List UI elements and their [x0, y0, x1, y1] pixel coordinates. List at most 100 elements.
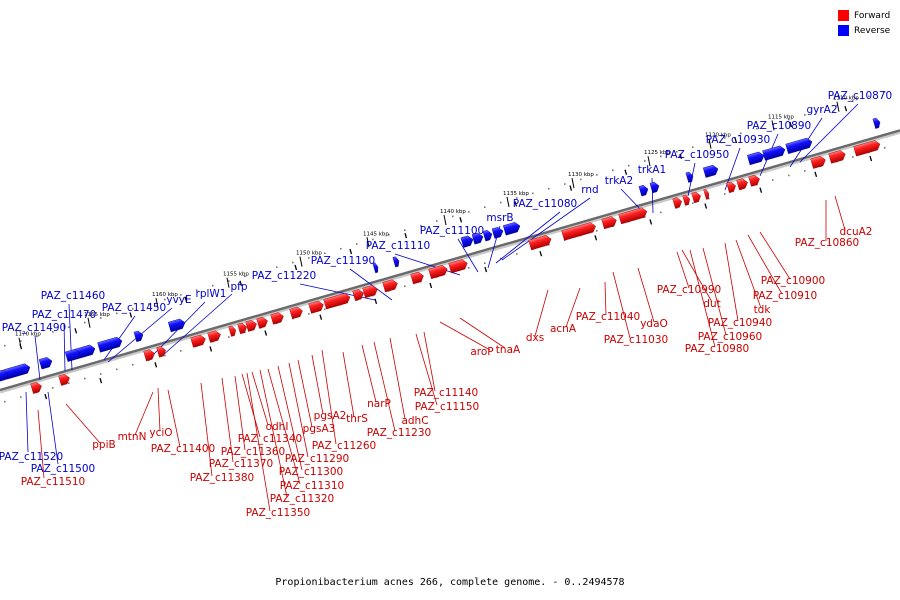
- leader-line: [612, 271, 631, 339]
- upper-scale-dot: [68, 326, 70, 328]
- scale-dash: [679, 153, 683, 160]
- gene-arrow-body: [528, 235, 552, 251]
- kbp-tick-mark: [226, 277, 230, 288]
- kbp-tick: 1155 kbp: [223, 272, 249, 288]
- leader-line: [234, 375, 246, 451]
- upper-scale-dot: [388, 234, 390, 236]
- lower-scale-dot: [852, 156, 854, 158]
- scale-dash: [484, 266, 488, 273]
- upper-scale-dot: [580, 178, 582, 181]
- forward-gene: [691, 191, 701, 204]
- gene-arrow-body: [289, 306, 303, 320]
- forward-gene-label: tdk: [754, 304, 772, 316]
- reverse-swatch: [838, 25, 849, 36]
- scale-dash: [539, 251, 543, 257]
- reverse-gene: [64, 349, 81, 362]
- leader-line: [373, 341, 396, 432]
- forward-gene-label: yciO: [149, 427, 172, 439]
- reverse-gene-label: yvyE: [166, 294, 191, 306]
- gene-arrow-body: [352, 289, 364, 301]
- gene-arrow-body: [256, 316, 268, 329]
- upper-scale-dot: [468, 210, 470, 213]
- upper-scale-dot: [196, 289, 198, 292]
- gene-arrow-body: [785, 137, 813, 154]
- upper-scale-dot: [116, 312, 118, 315]
- scale-dash: [759, 187, 763, 193]
- upper-scale-dot: [628, 164, 630, 167]
- forward-gene-label: PAZ_c11510: [21, 476, 85, 488]
- reverse-gene-label: PAZ_c11450: [102, 302, 166, 314]
- leader-line: [565, 287, 581, 328]
- scale-dash: [429, 282, 433, 289]
- forward-gene: [672, 197, 682, 209]
- forward-gene-label: ydaO: [640, 318, 668, 330]
- leader-line: [297, 359, 313, 428]
- reverse-gene-label: gyrA2: [806, 104, 837, 116]
- lower-scale-dot: [180, 350, 182, 352]
- upper-scale-dot: [180, 294, 182, 296]
- forward-gene: [810, 155, 826, 169]
- reverse-gene-label: PAZ_c11220: [252, 270, 316, 282]
- leader-line: [103, 315, 136, 361]
- kbp-tick-mark: [299, 256, 303, 267]
- upper-scale-dot: [548, 187, 550, 190]
- upper-scale-dot: [164, 298, 166, 301]
- reverse-gene-label: PAZ_c10870: [828, 90, 892, 102]
- legend: Forward Reverse: [838, 8, 890, 38]
- lower-scale-dot: [132, 363, 134, 366]
- kbp-tick-mark: [155, 298, 159, 309]
- reverse-gene-label: PAZ_c10950: [665, 149, 729, 161]
- kbp-tick-label: 1125 kbp: [644, 150, 670, 156]
- lower-scale-dot: [596, 230, 598, 232]
- lower-scale-dot: [484, 262, 486, 264]
- kbp-tick: 1135 kbp: [503, 191, 529, 207]
- scale-dash: [514, 201, 518, 207]
- gene-arrow-body: [702, 164, 719, 178]
- lower-scale-dot: [724, 193, 726, 195]
- reverse-gene-label: rnd: [581, 184, 598, 196]
- gene-arrow-body: [682, 194, 690, 206]
- upper-scale-dot: [500, 201, 502, 204]
- leader-line: [63, 322, 66, 372]
- leader-line: [288, 362, 309, 458]
- reverse-gene-label: PAZ_c10890: [747, 120, 811, 132]
- scale-dash: [869, 155, 873, 162]
- kbp-tick: 1165 kbp: [84, 312, 110, 328]
- leader-line: [65, 403, 101, 444]
- forward-gene-label: PAZ_c11360: [221, 446, 285, 458]
- leader-line: [604, 281, 607, 316]
- gene-arrow-body: [828, 150, 846, 164]
- scale-dash: [594, 235, 598, 241]
- gene-arrow-body: [30, 382, 42, 394]
- leader-line: [394, 253, 461, 276]
- reverse-gene-label: PAZ_c11470: [32, 309, 96, 321]
- kbp-tick-label: 1120 kbp: [705, 133, 731, 139]
- scale-dash: [129, 312, 133, 318]
- leader-line: [439, 321, 491, 351]
- gene-arrow-body: [323, 293, 351, 310]
- leader-line: [747, 234, 783, 295]
- leader-line: [321, 349, 337, 445]
- leader-line: [459, 317, 506, 349]
- gene-arrow-body: [685, 171, 694, 183]
- lower-scale-dot: [788, 174, 790, 177]
- gene-arrow-body: [748, 174, 760, 187]
- leader-line: [157, 387, 161, 432]
- forward-gene-label: pgsA2: [314, 410, 347, 422]
- upper-scale-dot: [740, 132, 742, 135]
- reverse-gene: [702, 164, 719, 178]
- kbp-tick-mark: [506, 196, 510, 207]
- leader-line: [681, 249, 713, 303]
- kbp-tick: 1170 kbp: [15, 332, 41, 348]
- reverse-gene-label: PAZ_c11080: [513, 198, 577, 210]
- forward-gene: [528, 235, 552, 251]
- reverse-gene-label: PAZ_c11500: [31, 463, 95, 475]
- upper-scale-dot: [260, 270, 262, 273]
- legend-forward: Forward: [838, 8, 890, 23]
- forward-gene: [853, 140, 881, 157]
- reverse-gene-label: PAZ_c10930: [706, 134, 770, 146]
- scale-dash: [99, 377, 103, 384]
- scale-dash: [814, 171, 818, 178]
- upper-scale-dot: [212, 284, 214, 287]
